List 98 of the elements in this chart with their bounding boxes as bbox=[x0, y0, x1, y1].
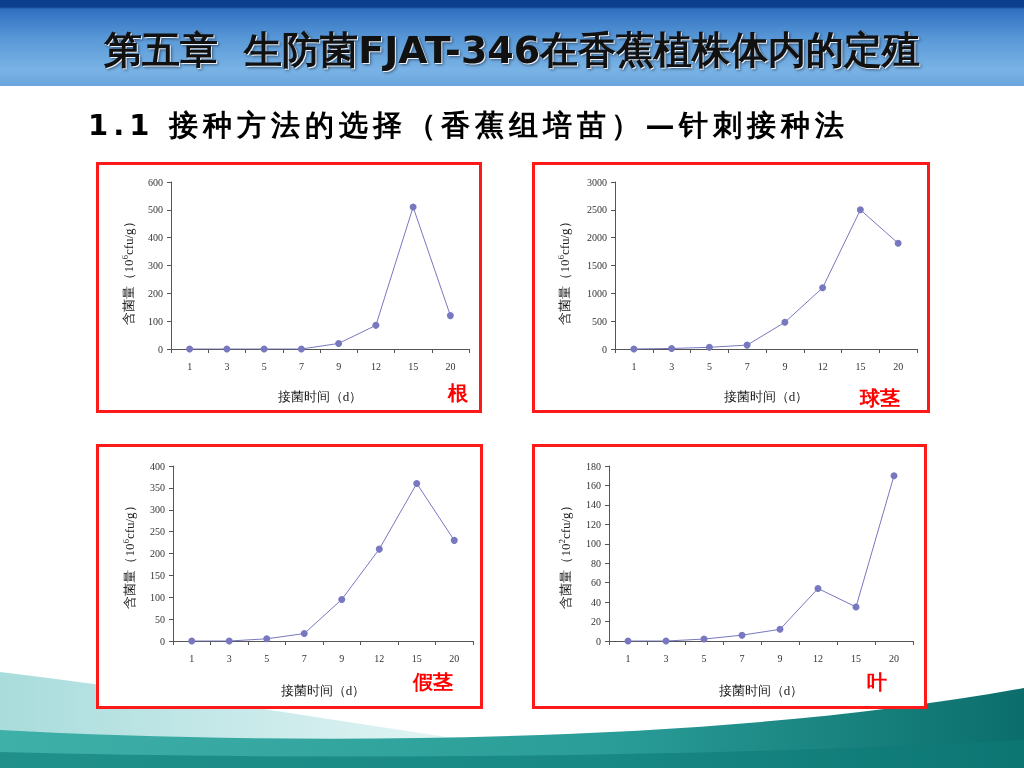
x-tick-label: 7 bbox=[301, 652, 307, 664]
y-tick-label: 60 bbox=[591, 577, 601, 589]
point bbox=[705, 343, 713, 351]
x-tick-label: 9 bbox=[782, 360, 788, 372]
y-tick-label: 0 bbox=[602, 343, 607, 355]
point bbox=[668, 344, 676, 352]
x-tick-label: 1 bbox=[187, 360, 193, 372]
x-tick-label: 15 bbox=[411, 652, 422, 664]
x-tick-label: 7 bbox=[744, 360, 750, 372]
y-tick-label: 250 bbox=[150, 526, 165, 538]
y-tick-label: 600 bbox=[148, 176, 163, 188]
x-tick-label: 5 bbox=[264, 652, 270, 664]
text: 1.1 接种方法的选择（香蕉组培苗）—针刺接种法 bbox=[88, 107, 850, 144]
x-axis-title: 接菌时间（d） bbox=[723, 389, 809, 404]
text: 根 bbox=[448, 381, 468, 405]
x-tick-label: 15 bbox=[851, 652, 861, 664]
point bbox=[856, 206, 864, 214]
y-tick-label: 200 bbox=[148, 287, 163, 299]
y-tick-label: 1000 bbox=[587, 287, 607, 299]
y-tick-label: 0 bbox=[596, 635, 601, 647]
y-tick-label: 1500 bbox=[587, 260, 607, 271]
point bbox=[446, 312, 454, 320]
x-tick-label: 15 bbox=[408, 360, 419, 372]
text: 假茎 bbox=[413, 670, 453, 694]
x-tick-label: 12 bbox=[374, 652, 385, 664]
x-axis-title: 接菌时间（d） bbox=[280, 683, 366, 698]
y-tick-label: 100 bbox=[586, 538, 601, 550]
y-tick-label: 0 bbox=[160, 635, 165, 647]
point bbox=[743, 341, 751, 349]
y-tick-label: 400 bbox=[150, 460, 165, 472]
y-tick-label: 80 bbox=[591, 557, 601, 569]
y-tick-label: 150 bbox=[150, 569, 165, 581]
point bbox=[450, 536, 458, 544]
y-tick-label: 200 bbox=[150, 548, 165, 559]
text: 球茎 bbox=[860, 386, 900, 410]
x-tick-label: 3 bbox=[226, 652, 232, 664]
y-tick-label: 500 bbox=[148, 204, 163, 216]
x-tick-label: 1 bbox=[189, 652, 195, 664]
x-tick-label: 5 bbox=[701, 652, 707, 664]
point bbox=[372, 321, 380, 329]
x-tick-label: 9 bbox=[336, 360, 342, 372]
y-tick-label: 300 bbox=[150, 504, 165, 516]
y-tick-label: 500 bbox=[592, 315, 607, 327]
x-tick-label: 9 bbox=[339, 652, 345, 664]
y-tick-label: 180 bbox=[586, 460, 601, 472]
x-tick-label: 20 bbox=[449, 652, 460, 664]
point bbox=[225, 637, 233, 645]
x-tick-label: 5 bbox=[706, 360, 712, 372]
y-tick-label: 0 bbox=[158, 343, 163, 355]
x-tick-label: 3 bbox=[669, 360, 675, 372]
text: 叶 bbox=[867, 670, 887, 694]
x-tick-label: 15 bbox=[855, 360, 866, 372]
point bbox=[300, 630, 308, 638]
y-tick-label: 140 bbox=[586, 499, 601, 511]
point bbox=[263, 635, 271, 643]
point bbox=[338, 595, 346, 603]
x-tick-label: 1 bbox=[631, 360, 637, 372]
x-tick-label: 12 bbox=[370, 360, 381, 372]
point bbox=[776, 625, 784, 633]
y-tick-label: 2500 bbox=[587, 204, 607, 216]
x-tick-label: 20 bbox=[445, 360, 456, 372]
y-tick-label: 3000 bbox=[587, 176, 607, 188]
y-tick-label: 20 bbox=[591, 616, 601, 628]
x-tick-label: 7 bbox=[298, 360, 304, 372]
point bbox=[413, 480, 421, 487]
x-tick-label: 5 bbox=[261, 360, 267, 372]
x-axis-title: 接菌时间（d） bbox=[277, 389, 363, 404]
y-tick-label: 300 bbox=[148, 260, 163, 271]
x-tick-label: 20 bbox=[889, 652, 899, 664]
x-tick-label: 12 bbox=[813, 652, 823, 664]
x-tick-label: 3 bbox=[224, 360, 230, 372]
y-tick-label: 2000 bbox=[587, 232, 607, 244]
point bbox=[814, 585, 822, 592]
x-tick-label: 1 bbox=[625, 652, 631, 664]
y-tick-label: 400 bbox=[148, 232, 163, 244]
x-tick-label: 20 bbox=[893, 360, 904, 372]
y-tick-label: 160 bbox=[586, 479, 601, 491]
point bbox=[894, 239, 902, 247]
y-tick-label: 350 bbox=[150, 482, 165, 494]
y-tick-label: 50 bbox=[155, 613, 165, 625]
y-tick-label: 100 bbox=[148, 315, 163, 327]
y-tick-label: 120 bbox=[586, 518, 601, 530]
x-tick-label: 9 bbox=[777, 652, 783, 664]
x-tick-label: 12 bbox=[817, 360, 828, 372]
x-axis-title: 接菌时间（d） bbox=[718, 683, 804, 698]
point bbox=[819, 284, 827, 292]
x-tick-label: 3 bbox=[663, 652, 669, 664]
y-tick-label: 100 bbox=[150, 591, 165, 603]
point bbox=[335, 339, 343, 347]
point bbox=[781, 318, 789, 326]
point bbox=[890, 472, 898, 480]
point bbox=[375, 545, 383, 553]
text: 第五章 生防菌FJAT-346在香蕉植株体内的定殖 bbox=[102, 27, 922, 73]
x-tick-label: 7 bbox=[739, 652, 745, 664]
point bbox=[188, 637, 196, 645]
point bbox=[186, 345, 194, 353]
point bbox=[297, 345, 305, 353]
y-tick-label: 40 bbox=[591, 596, 601, 608]
